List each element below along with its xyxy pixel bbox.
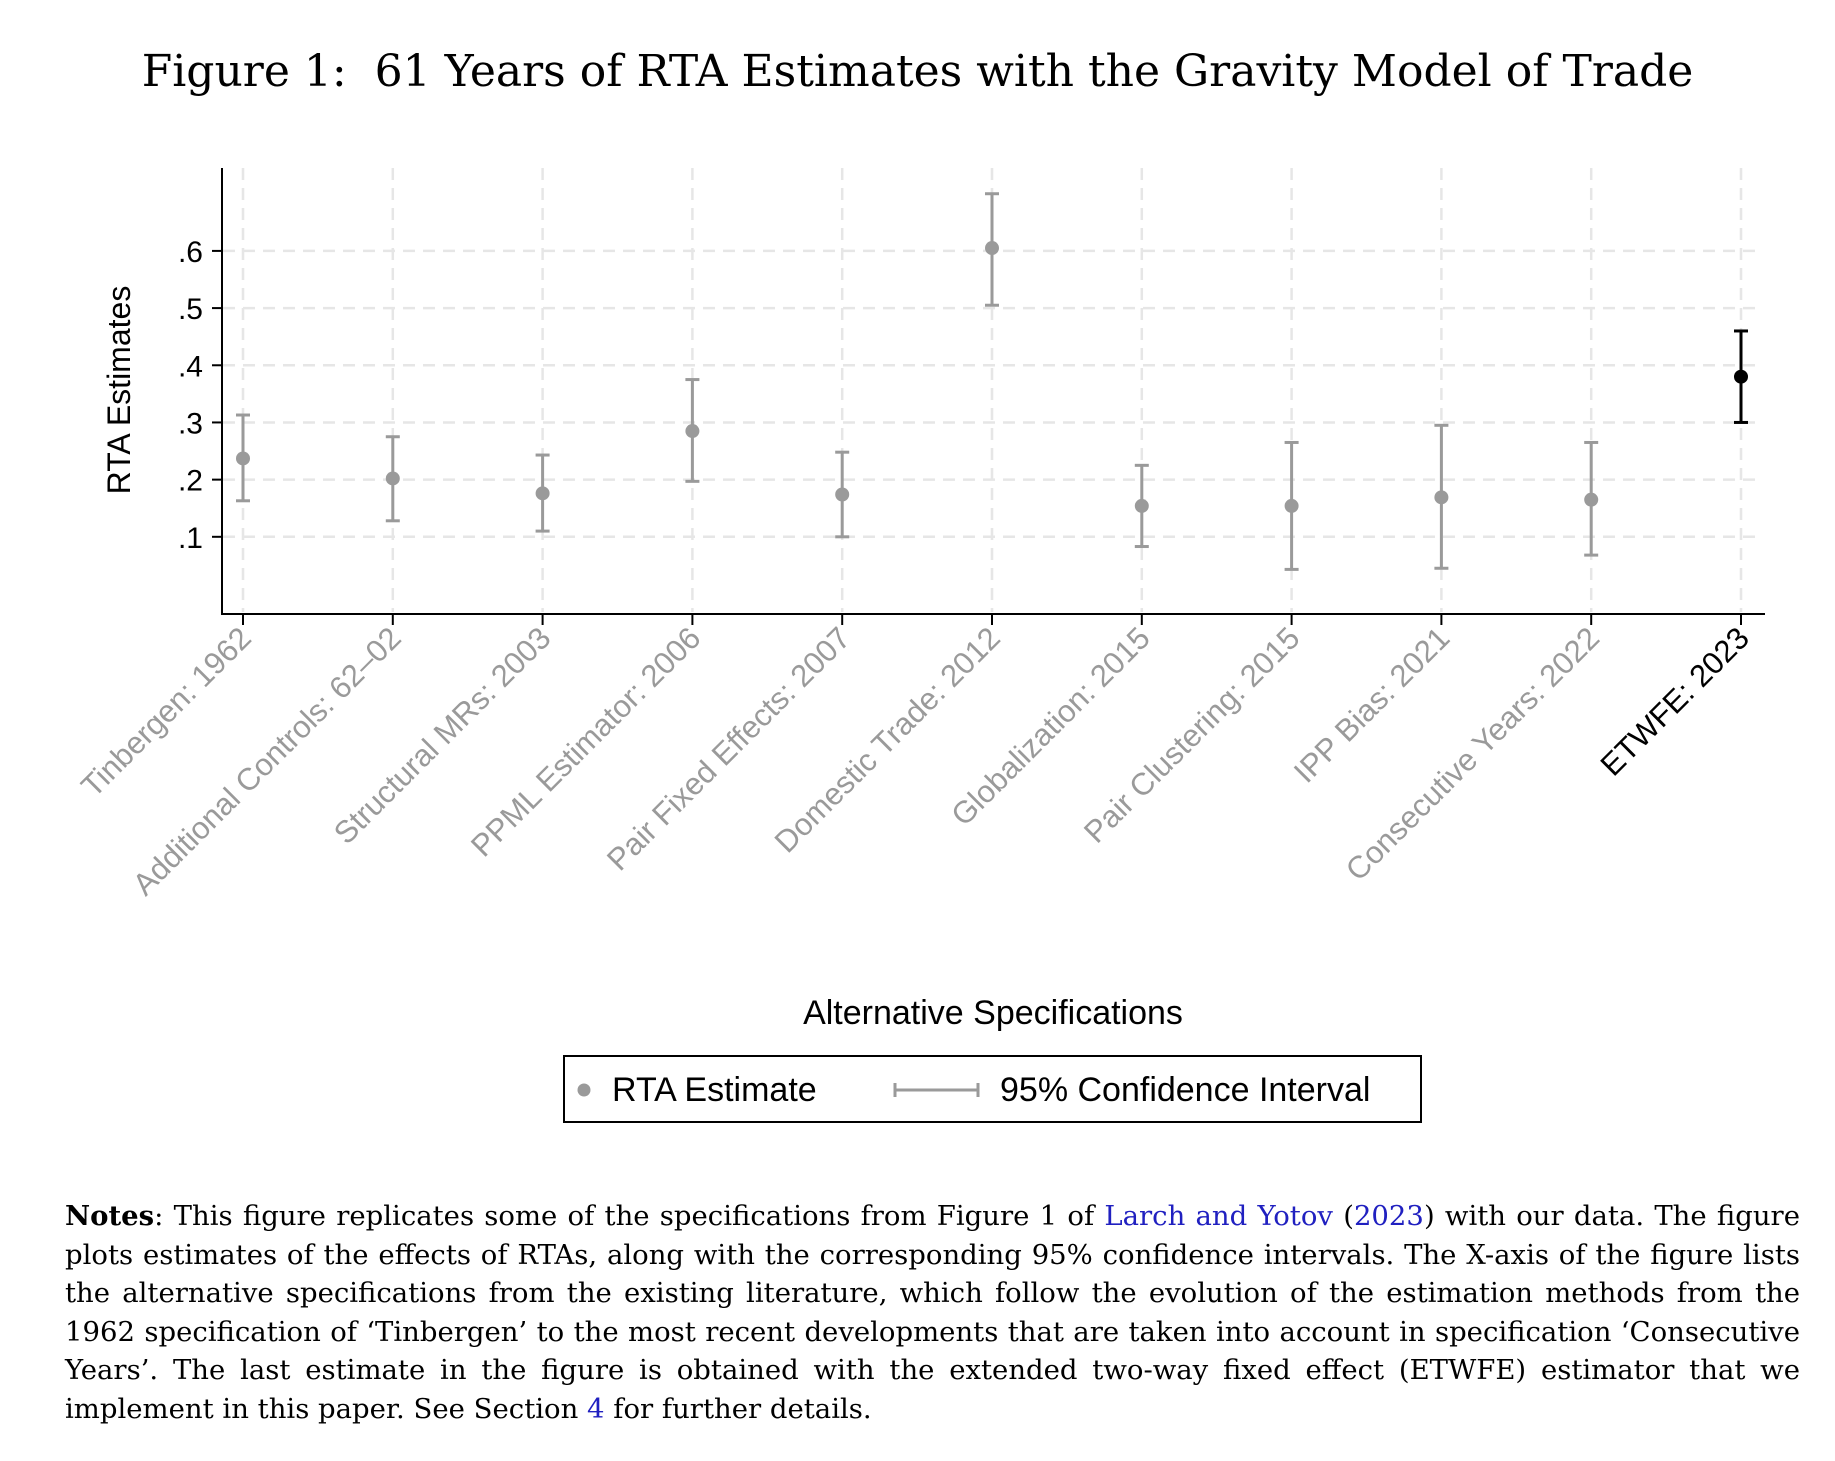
legend-marker-ci [893, 1083, 980, 1097]
notes-label: Notes [65, 1200, 155, 1232]
estimate-point [1584, 492, 1599, 507]
estimate-point [835, 487, 850, 502]
estimate-point [535, 486, 550, 501]
x-tick-label: Additional Controls: 62–02 [126, 620, 408, 902]
notes-text-2: ( [1332, 1200, 1354, 1232]
y-tick-label: .6 [178, 236, 203, 269]
estimate-point [1434, 490, 1449, 505]
estimate-point [236, 451, 250, 466]
legend: RTA Estimate 95% Confidence Interval [563, 1055, 1422, 1123]
data-marks [236, 192, 1748, 571]
citation-link-authors[interactable]: Larch and Yotov [1104, 1200, 1333, 1232]
notes-text-1: : This figure replicates some of the spe… [154, 1200, 1105, 1232]
estimate-point [1134, 498, 1149, 513]
figure-title: Figure 1: 61 Years of RTA Estimates with… [141, 46, 1694, 97]
y-tick-label: .4 [178, 350, 203, 383]
section-link[interactable]: 4 [587, 1392, 605, 1425]
estimate-point [385, 471, 400, 486]
x-tick-label: IPP Bias: 2021 [1287, 620, 1456, 789]
estimate-point [985, 241, 999, 256]
y-tick-label: .3 [178, 407, 203, 440]
x-tick-label: ETWFE: 2023 [1594, 620, 1756, 782]
x-axis-label: Alternative Specifications [803, 994, 1183, 1032]
notes-text-4: for further details. [604, 1392, 872, 1425]
estimate-point [685, 424, 700, 439]
legend-label-estimate: RTA Estimate [612, 1071, 817, 1109]
citation-link-year[interactable]: 2023 [1353, 1200, 1424, 1232]
y-axis-label: RTA Estimates [101, 286, 137, 495]
figure-notes: Notes: This figure replicates some of th… [65, 1197, 1800, 1428]
legend-label-ci: 95% Confidence Interval [1000, 1071, 1370, 1109]
x-tick-label: Consecutive Years: 2022 [1339, 620, 1606, 887]
y-tick-label: .5 [178, 293, 203, 326]
legend-box [563, 1055, 1422, 1123]
y-ticks: .1 .2 .3 .4 .5 .6 [178, 236, 222, 555]
y-tick-label: .2 [178, 465, 203, 498]
legend-marker-dot [577, 1083, 591, 1097]
notes-text-3: ) with our data. The figure plots estima… [65, 1200, 1800, 1425]
estimate-point [1284, 498, 1299, 513]
estimate-point [1734, 369, 1748, 384]
grid-lines [223, 168, 1760, 612]
y-tick-label: .1 [178, 522, 203, 555]
x-tick-label: Pair Fixed Effects: 2007 [600, 620, 857, 877]
